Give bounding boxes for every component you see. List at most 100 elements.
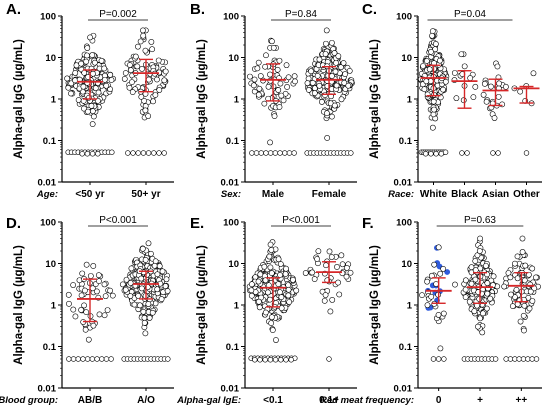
data-point xyxy=(275,87,282,93)
data-point xyxy=(262,309,269,316)
data-point xyxy=(276,57,283,64)
chart-panel-c: C. Alpha-gal IgG (µg/mL) 0.01 0.1 1 10 100 Whit… xyxy=(362,1,542,200)
data-point xyxy=(96,311,103,318)
y-axis-label: Alpha-gal IgG (µg/mL) xyxy=(369,245,381,365)
data-point xyxy=(315,248,322,255)
data-point xyxy=(254,65,261,72)
data-group xyxy=(302,248,354,362)
data-group xyxy=(480,60,509,156)
data-point xyxy=(499,101,506,108)
x-axis-title: Alpha-gal IgE: xyxy=(176,395,241,406)
data-point xyxy=(283,62,290,69)
data-point xyxy=(96,278,102,285)
data-point xyxy=(431,261,438,268)
data-point xyxy=(476,248,483,254)
data-point-floor xyxy=(70,356,77,362)
data-point xyxy=(530,70,537,77)
data-point xyxy=(519,235,526,242)
data-point xyxy=(270,44,277,51)
data-point xyxy=(98,57,105,64)
y-tick-label: 10 xyxy=(401,53,412,64)
data-point xyxy=(150,98,156,105)
x-axis-title: Blood group: xyxy=(0,395,58,406)
data-point-floor xyxy=(348,150,354,156)
y-tick-label: 100 xyxy=(40,218,56,229)
data-point xyxy=(78,307,85,313)
data-point-floor xyxy=(75,356,81,362)
data-point xyxy=(108,77,115,83)
data-point xyxy=(328,254,335,260)
x-axis-title: Race: xyxy=(388,189,414,200)
data-point xyxy=(269,38,275,45)
data-point-floor xyxy=(277,150,283,156)
data-point xyxy=(309,269,316,276)
data-point xyxy=(444,269,451,275)
data-point xyxy=(527,288,534,295)
data-point xyxy=(154,286,161,293)
panel-letter: C. xyxy=(362,1,377,18)
data-point xyxy=(163,276,170,283)
data-point xyxy=(121,76,128,82)
data-point xyxy=(261,263,268,270)
data-point xyxy=(419,292,425,299)
data-point xyxy=(263,52,269,59)
data-point xyxy=(267,296,273,303)
data-point xyxy=(339,261,346,268)
y-tick-label: 100 xyxy=(396,12,412,23)
data-point xyxy=(268,247,275,253)
data-point xyxy=(149,46,156,53)
data-point xyxy=(95,272,102,279)
data-point xyxy=(162,283,169,289)
data-point xyxy=(267,71,273,78)
data-point xyxy=(161,77,168,84)
data-point xyxy=(311,90,318,96)
data-point xyxy=(480,310,486,317)
y-tick-label: 0.01 xyxy=(38,178,57,189)
data-point xyxy=(145,301,152,307)
data-point xyxy=(269,327,276,333)
data-point xyxy=(101,281,108,288)
y-tick-label: 10 xyxy=(228,53,239,64)
x-category-label: <0.1 xyxy=(263,395,283,406)
data-point xyxy=(140,308,147,315)
x-category-label: 0 xyxy=(436,395,442,406)
data-point xyxy=(141,97,148,104)
data-point xyxy=(267,241,274,248)
data-point xyxy=(333,82,340,89)
y-tick-label: 1 xyxy=(234,301,240,312)
data-point xyxy=(89,121,96,127)
data-point xyxy=(338,96,345,103)
data-point xyxy=(152,92,159,98)
y-tick-label: 0.01 xyxy=(221,384,240,395)
data-point xyxy=(326,248,333,255)
data-point xyxy=(421,86,428,93)
data-point xyxy=(507,274,514,281)
data-point xyxy=(142,330,149,337)
y-tick-label: 0.1 xyxy=(399,342,413,353)
data-point-floor xyxy=(94,356,100,362)
p-value-label: P=0.04 xyxy=(454,9,486,20)
data-point xyxy=(285,282,292,288)
data-point xyxy=(134,63,141,70)
data-point xyxy=(484,290,491,297)
y-tick-label: 1 xyxy=(407,301,413,312)
data-point xyxy=(324,110,330,117)
y-tick-label: 100 xyxy=(40,12,56,23)
data-point xyxy=(291,73,298,80)
data-point xyxy=(158,296,165,302)
data-point xyxy=(275,281,282,287)
data-point xyxy=(467,75,474,81)
data-point-floor xyxy=(257,357,263,363)
data-point xyxy=(79,270,86,277)
data-point xyxy=(502,83,509,90)
data-point xyxy=(435,244,442,251)
data-point xyxy=(462,277,469,284)
data-point-floor xyxy=(278,357,284,363)
y-tick-label: 10 xyxy=(45,53,56,64)
data-point xyxy=(140,27,146,34)
data-point xyxy=(336,291,343,298)
y-tick-label: 0.01 xyxy=(38,384,57,395)
x-axis-title: Age: xyxy=(36,189,58,200)
y-tick-label: 1 xyxy=(234,95,240,106)
